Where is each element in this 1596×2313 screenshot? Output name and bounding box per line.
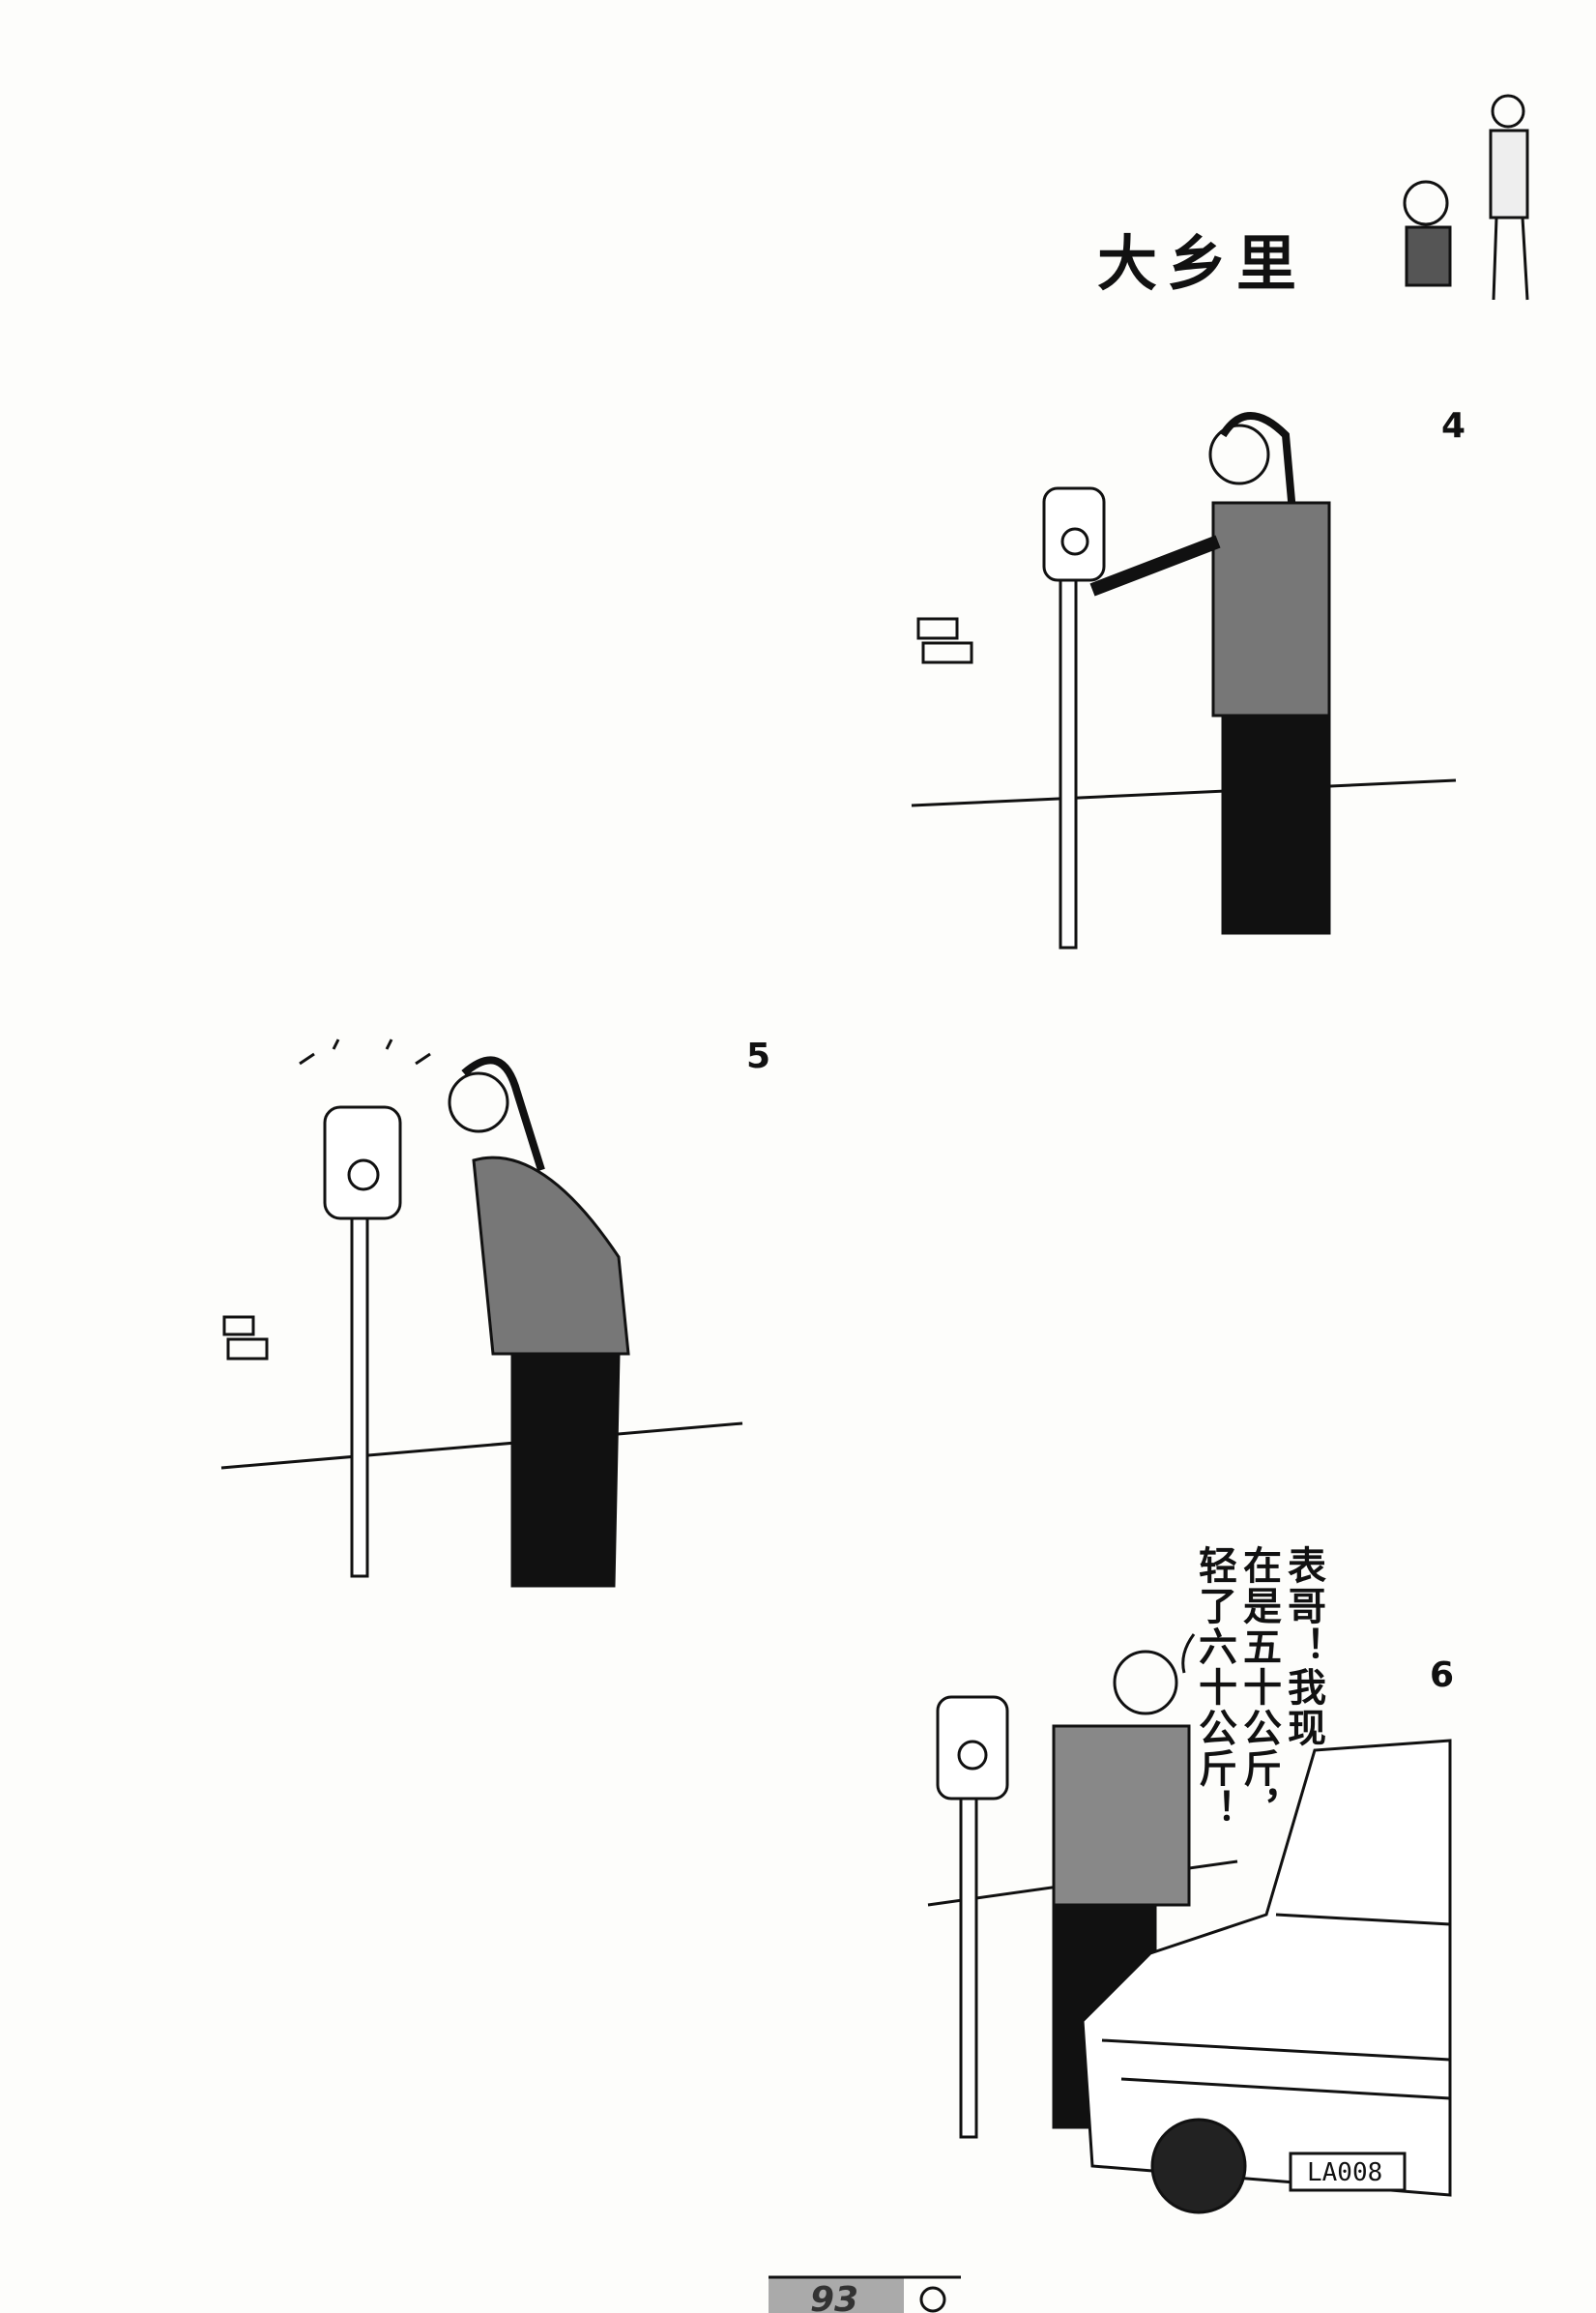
header-figures (1403, 94, 1529, 301)
panel-number: 6 (1430, 1655, 1455, 1695)
speech-line: 轻了六十公斤！ (1192, 1545, 1236, 1830)
panel-6-art (927, 1633, 1452, 2214)
page-number: 93 (810, 2280, 859, 2313)
speech-line: 表哥！我现 (1281, 1545, 1325, 1748)
speech-line: 在是五十公斤， (1236, 1545, 1281, 1830)
license-plate: LA008 (1307, 2158, 1383, 2187)
page-number-bar (769, 2277, 904, 2313)
title: 大乡里 (1097, 228, 1307, 299)
panel-number: 5 (746, 1037, 771, 1076)
speech-bubble: 表哥！我现 在是五十公斤， 轻了六十公斤！ (1192, 1545, 1325, 1830)
footer-icon (919, 2286, 946, 2313)
panel-number: 4 (1441, 406, 1466, 446)
panel-4-art (911, 412, 1457, 950)
panel-5-art (220, 1039, 743, 1588)
